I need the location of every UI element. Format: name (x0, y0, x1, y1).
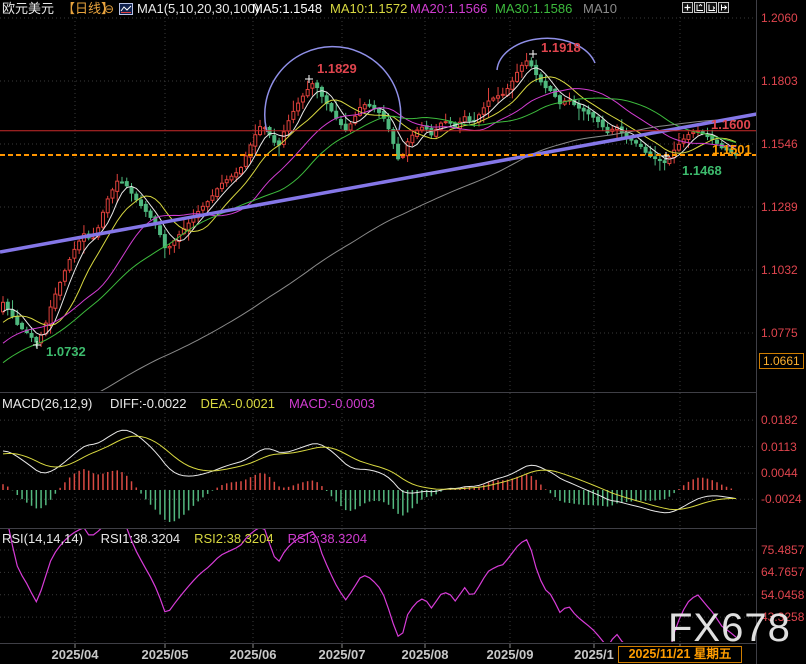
x-axis-label: 2025/06 (229, 647, 277, 662)
arc-annotation (264, 45, 402, 133)
y-axis-label: 1.0775 (761, 326, 798, 340)
ma-indicator-label: MA1(5,10,20,30,100) (137, 1, 260, 16)
y-axis-label: 1.1546 (761, 137, 798, 151)
ma-value-label: MA20:1.1566 (410, 1, 488, 16)
macd-axis-label: 0.0182 (761, 413, 798, 427)
symbol-title: 欧元美元 (2, 1, 55, 16)
ma-lines (2, 67, 737, 391)
x-axis-label: 2025/1 (574, 647, 614, 662)
collapse-icon[interactable]: ⊖ (104, 2, 115, 16)
chart-type-icon[interactable] (119, 3, 133, 19)
ma-value-label: MA10:1.1572 (330, 1, 408, 16)
x-axis-label: 2025/08 (401, 647, 449, 662)
chart-canvas[interactable] (0, 0, 757, 664)
arc-annotation (496, 37, 596, 71)
trendline (0, 112, 757, 254)
indicator-value-label: DEA:-0.0021 (200, 396, 275, 411)
current-date-highlight: 2025/11/21 星期五 (618, 646, 742, 663)
candles-layer (1, 52, 739, 348)
move-pad-icon[interactable] (682, 2, 693, 13)
rsi-params: RSI(14,14,14) (2, 531, 83, 546)
indicator-value-label: MACD:-0.0003 (288, 396, 375, 411)
rsi-axis-label: 54.0458 (761, 588, 805, 602)
period-label[interactable]: 【日线】 (62, 1, 115, 16)
x-axis-label: 2025/05 (141, 647, 189, 662)
x-axis-label: 2025/04 (51, 647, 99, 662)
y-axis-label: 1.2060 (761, 11, 798, 25)
rsi-line (8, 529, 737, 642)
macd-axis-label: 0.0044 (761, 466, 798, 480)
macd-axis-label: 0.0113 (761, 440, 797, 454)
scale-y-axis-icon[interactable] (694, 2, 705, 13)
macd-legend-row: MACD(26,12,9) DIFF:-0.0022 DEA:-0.0021 MAC… (2, 396, 375, 411)
plus-marker (529, 50, 537, 58)
rsi-axis-label: 64.7657 (761, 565, 805, 579)
low-price-badge: 1.0661 (759, 353, 804, 369)
ma-value-label: MA5:1.1548 (252, 1, 323, 16)
plus-marker (33, 341, 41, 349)
rsi-axis-label: 75.4857 (761, 543, 805, 557)
indicator-value-label: RSI2:38.3204 (194, 531, 274, 546)
plus-marker (662, 152, 670, 160)
macd-layer (2, 429, 737, 523)
y-axis-label: 1.1289 (761, 200, 798, 214)
ma-value-label: MA30:1.1586 (495, 1, 573, 16)
y-axis-label: 1.1032 (761, 263, 798, 277)
indicator-value-label: RSI1:38.3204 (100, 531, 181, 546)
chart-toolbar (682, 2, 729, 13)
indicator-value-label: RSI3:38.3204 (287, 531, 368, 546)
x-axis-label: 2025/07 (318, 647, 366, 662)
rsi-axis-label: 43.3258 (761, 610, 805, 624)
pan-right-icon[interactable] (718, 2, 729, 13)
indicator-value-label: DIFF:-0.0022 (109, 396, 187, 411)
rsi-legend-row: RSI(14,14,14) RSI1:38.3204 RSI2:38.3204 RS… (2, 531, 367, 546)
scale-x-axis-icon[interactable] (706, 2, 717, 13)
time-axis: 2025/04 2025/05 2025/06 2025/07 2025/08 2025/… (0, 645, 757, 664)
x-axis-label: 2025/09 (486, 647, 534, 662)
y-axis-label: 1.1803 (761, 74, 798, 88)
ma-value-label: MA10 (583, 1, 617, 16)
plus-marker (305, 75, 313, 83)
macd-params: MACD(26,12,9) (2, 396, 93, 411)
macd-axis-label: -0.0024 (761, 492, 802, 506)
